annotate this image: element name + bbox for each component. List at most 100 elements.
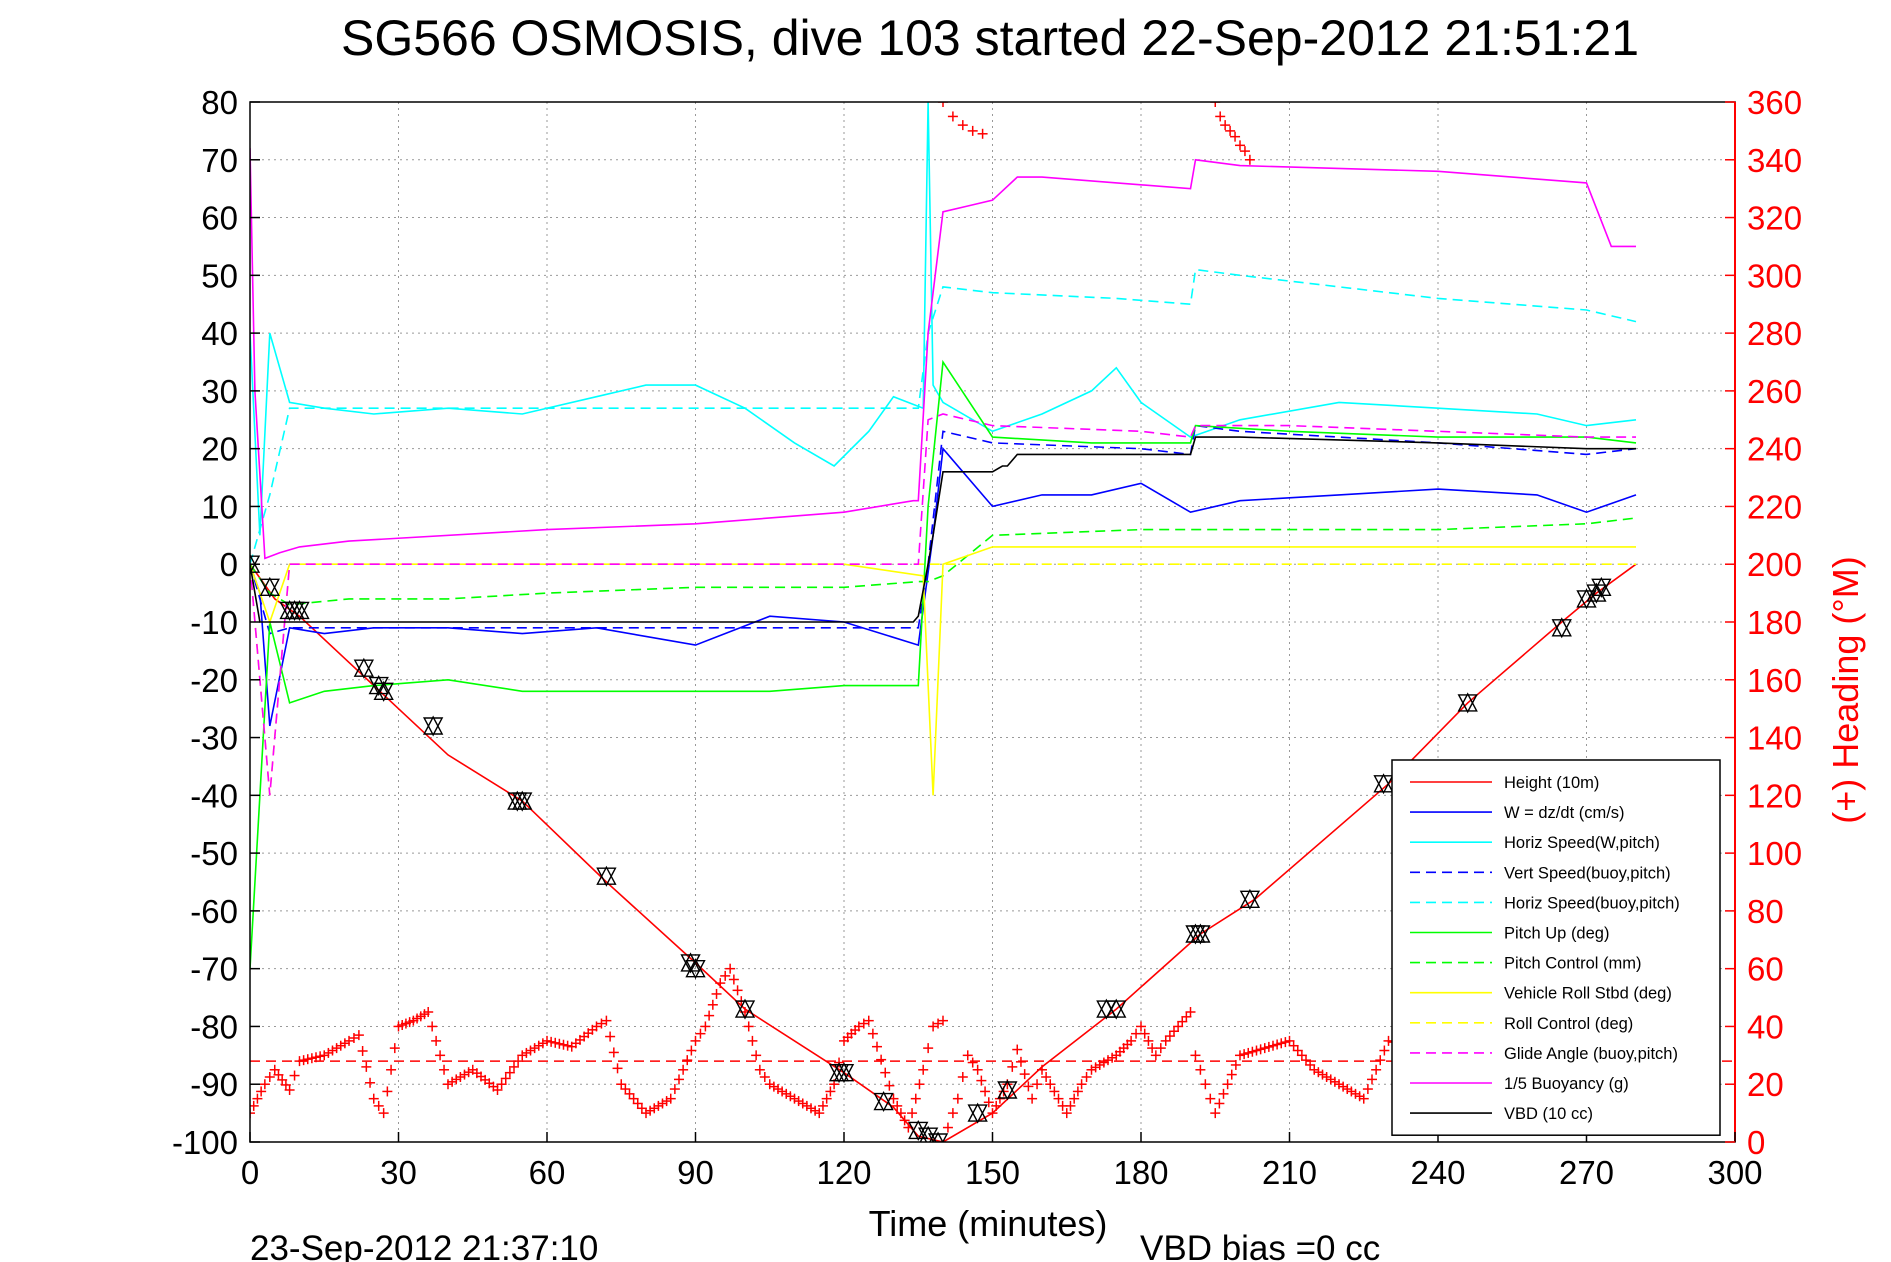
y-tick-label: -40 <box>190 777 238 814</box>
footer-vbd-bias: VBD bias =0 cc <box>1140 1229 1380 1262</box>
heading-point <box>810 1105 821 1116</box>
heading-point <box>447 1076 458 1087</box>
heading-point <box>368 1093 379 1104</box>
legend-item-label: Vert Speed(buoy,pitch) <box>1504 864 1671 882</box>
heading-point <box>1371 1064 1382 1075</box>
y-tick-label: 60 <box>201 200 238 237</box>
legend-item-label: Pitch Up (deg) <box>1504 925 1609 943</box>
heading-layer <box>250 102 1735 1133</box>
heading-point <box>743 1021 754 1032</box>
heading-point <box>773 1084 783 1095</box>
y-tick-label: 20 <box>201 431 238 468</box>
heading-point <box>983 1097 994 1108</box>
heading-point <box>645 1105 656 1116</box>
marker-triangle-down <box>685 959 706 980</box>
heading-point <box>335 1040 346 1051</box>
heading-point <box>907 1108 918 1119</box>
heading-point <box>323 1047 334 1058</box>
heading-point <box>914 1079 925 1090</box>
heading-point <box>759 1072 770 1082</box>
heading-point <box>1094 1059 1105 1070</box>
depth-marker <box>1586 582 1607 604</box>
heading-point <box>711 988 722 999</box>
heading-point <box>1215 111 1226 122</box>
heading-point <box>942 1122 953 1133</box>
depth-marker <box>368 675 389 697</box>
depth-marker <box>1591 576 1612 598</box>
right-y-tick-label: 100 <box>1747 835 1802 872</box>
heading-point <box>1251 1045 1262 1056</box>
heading-point <box>1045 1079 1056 1090</box>
heading-point <box>1263 1041 1274 1052</box>
heading-point <box>459 1069 470 1080</box>
right-y-tick-label: 20 <box>1747 1066 1784 1103</box>
heading-point <box>1081 1072 1092 1082</box>
heading-point <box>1019 1069 1030 1080</box>
heading-point <box>754 1064 765 1075</box>
depth-marker <box>680 952 701 974</box>
heading-point <box>641 1108 651 1119</box>
heading-point <box>720 970 731 981</box>
heading-point <box>443 1079 453 1090</box>
depth-marker <box>1190 923 1211 945</box>
heading-point <box>872 1041 882 1052</box>
depth-marker <box>259 576 280 598</box>
heading-point <box>298 1055 309 1066</box>
heading-point <box>620 1084 631 1095</box>
heading-point <box>517 1050 528 1061</box>
y-tick-label: -90 <box>190 1066 238 1103</box>
y-tick-label: -10 <box>190 604 238 641</box>
y-tick-label: 10 <box>201 488 238 525</box>
heading-point <box>938 102 948 107</box>
legend-item-label: Height (10m) <box>1504 774 1599 792</box>
heading-point <box>1160 1035 1171 1046</box>
heading-point <box>751 1050 762 1061</box>
depth-marker <box>1106 998 1127 1020</box>
heading-point <box>1230 1059 1241 1070</box>
series-line-horiz-speed-w-pitch <box>250 102 1637 536</box>
heading-point <box>863 1015 874 1026</box>
heading-point <box>1226 1069 1237 1080</box>
marker-triangle-down <box>833 1063 855 1084</box>
marker-triangle-down <box>373 682 394 702</box>
heading-point <box>455 1072 466 1082</box>
marker-triangle-down <box>917 1127 939 1142</box>
heading-point <box>1012 1044 1023 1055</box>
heading-point <box>899 1115 910 1126</box>
heading-point <box>365 1077 376 1088</box>
depth-marker <box>908 1119 929 1141</box>
y-tick-label: 30 <box>201 373 238 410</box>
depth-marker <box>512 790 533 812</box>
depth-marker <box>967 1102 988 1124</box>
heading-point <box>1107 1052 1118 1063</box>
marker-triangle-down <box>997 1081 1018 1101</box>
series-line-pitch-up-deg <box>250 359 1637 969</box>
heading-point <box>1041 1072 1052 1082</box>
right-y-tick-label: 260 <box>1747 373 1802 410</box>
heading-point <box>768 1081 779 1092</box>
marker-triangle-down <box>873 1092 894 1113</box>
heading-point <box>785 1091 796 1102</box>
heading-point <box>1210 102 1221 107</box>
heading-point <box>1214 1098 1225 1109</box>
marker-triangle-down <box>1586 584 1607 604</box>
heading-point <box>695 1028 706 1039</box>
depth-marker <box>1551 617 1572 639</box>
heading-point <box>797 1098 808 1109</box>
heading-point <box>1090 1062 1101 1073</box>
heading-point <box>1177 1016 1188 1027</box>
heading-point <box>280 1079 291 1090</box>
right-y-tick-label: 240 <box>1747 431 1802 468</box>
depth-marker <box>1096 998 1117 1020</box>
heading-point <box>825 1086 836 1097</box>
heading-point <box>1342 1084 1353 1095</box>
depth-marker <box>833 1062 855 1084</box>
heading-point <box>1259 1043 1270 1054</box>
series-line-1-5-buoyancy-g <box>250 148 1636 560</box>
y-axis-ticks: 80 70 60 50 40 30 20 10 0 -10 -20 -30 -40 -50 -60 -70 -8… <box>172 84 260 1161</box>
heading-point <box>628 1093 639 1104</box>
heading-point <box>331 1043 342 1054</box>
heading-point <box>1268 1040 1278 1051</box>
heading-point <box>674 1074 684 1085</box>
heading-point <box>1076 1079 1087 1090</box>
